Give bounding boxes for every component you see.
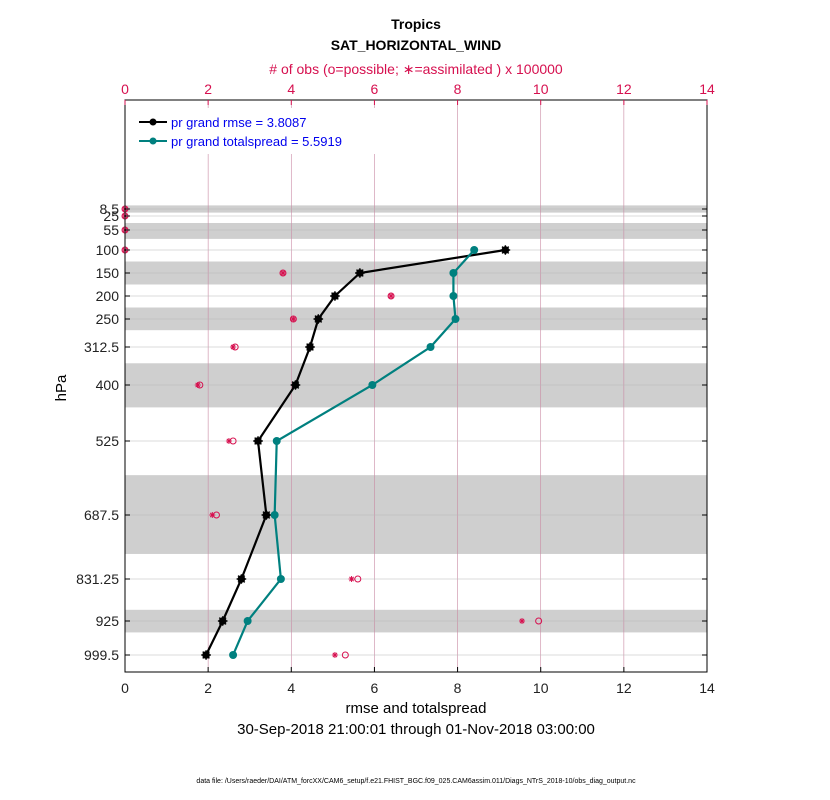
series-point-rmse: [261, 510, 272, 520]
y-tick-label: 525: [96, 433, 120, 449]
top-x-tick-label: 8: [454, 81, 462, 97]
obs-assimilated-marker: [279, 270, 286, 276]
x-tick-label: 4: [287, 680, 295, 696]
point-star: [236, 574, 247, 584]
top-x-tick-label: 2: [204, 81, 212, 97]
point-star: [500, 245, 511, 255]
x-tick-label: 2: [204, 680, 212, 696]
top-x-tick-label: 12: [616, 81, 632, 97]
y-tick-label: 150: [96, 265, 120, 281]
series-point-spread: [449, 269, 458, 277]
obs-assimilated-marker: [348, 576, 355, 582]
shaded-bands: [125, 205, 707, 633]
obs-assimilated-marker: [209, 512, 216, 518]
y-tick-label: 8.5: [100, 201, 120, 217]
point-star: [313, 314, 324, 324]
series-point-spread: [270, 511, 279, 519]
series-point-rmse: [217, 616, 228, 626]
obs-possible-marker: [341, 651, 349, 659]
x-tick-label: 8: [454, 680, 462, 696]
y-tick-label: 831.25: [76, 571, 119, 587]
top-x-tick-label: 4: [287, 81, 295, 97]
series-point-rmse: [313, 314, 324, 324]
chart-title: Tropics: [391, 16, 441, 32]
y-tick-label: 250: [96, 311, 120, 327]
chart-subtitle: SAT_HORIZONTAL_WIND: [331, 37, 502, 53]
x-tick-label: 14: [699, 680, 715, 696]
x-axis-label: rmse and totalspread: [346, 700, 487, 717]
series-point-rmse: [236, 574, 247, 584]
series-point-spread: [449, 292, 458, 300]
legend-label-rmse: pr grand rmse = 3.8087: [171, 115, 307, 130]
series-point-rmse: [305, 342, 315, 352]
x-tick-label: 0: [121, 680, 129, 696]
top-x-tick-label: 14: [699, 81, 715, 97]
obs-assimilated-marker: [388, 293, 395, 299]
series-lines: [201, 245, 511, 660]
series-point-rmse: [500, 245, 511, 255]
point-star: [290, 380, 301, 390]
series-point-rmse: [201, 650, 211, 660]
series-point-rmse: [330, 291, 340, 301]
y-tick-label: 312.5: [84, 339, 119, 355]
series-point-spread: [243, 617, 252, 625]
obs-possible-marker: [354, 575, 362, 583]
y-axis-label: hPa: [53, 374, 70, 401]
obs-assimilated-marker: [194, 382, 201, 388]
series-point-spread: [368, 381, 377, 389]
y-tick-label: 925: [96, 613, 120, 629]
point-star: [253, 436, 263, 446]
top-axis-label: # of obs (o=possible; ∗=assimilated ) x …: [269, 61, 563, 77]
x-tick-label: 6: [371, 680, 379, 696]
point-star: [201, 650, 211, 660]
obs-assimilated-marker: [331, 652, 338, 658]
series-point-spread: [470, 246, 479, 254]
y-tick-label: 999.5: [84, 647, 119, 663]
top-x-tick-label: 10: [533, 81, 549, 97]
obs-assimilated-marker: [225, 438, 232, 444]
series-point-rmse: [355, 268, 365, 278]
point-star: [217, 616, 228, 626]
x-tick-label: 12: [616, 680, 632, 696]
y-tick-label: 687.5: [84, 507, 119, 523]
grid-lines: [125, 100, 707, 672]
legend-marker-rmse: [149, 118, 157, 126]
obs-assimilated-marker: [230, 344, 237, 350]
point-star: [261, 510, 272, 520]
y-tick-label: 25: [103, 208, 119, 224]
series-point-rmse: [253, 436, 263, 446]
series-point-rmse: [290, 380, 301, 390]
y-tick-label: 100: [96, 242, 120, 258]
y-tick-label: 55: [103, 222, 119, 238]
series-point-spread: [451, 315, 460, 323]
top-x-tick-label: 6: [371, 81, 379, 97]
series-point-spread: [276, 575, 285, 583]
obs-possible-marker: [535, 617, 543, 625]
legend-marker-spread: [149, 137, 157, 145]
legend: pr grand rmse = 3.8087 pr grand totalspr…: [131, 108, 375, 154]
y-tick-label: 200: [96, 288, 120, 304]
shaded-band: [125, 475, 707, 554]
point-star: [355, 268, 365, 278]
obs-assimilated-marker: [290, 316, 297, 322]
legend-label-spread: pr grand totalspread = 5.5919: [171, 134, 342, 149]
date-range: 30-Sep-2018 21:00:01 through 01-Nov-2018…: [237, 721, 595, 738]
point-star: [330, 291, 340, 301]
shaded-band: [125, 363, 707, 408]
series-point-spread: [272, 437, 281, 445]
series-point-spread: [229, 651, 238, 659]
y-tick-label: 400: [96, 377, 120, 393]
obs-assimilated-marker: [519, 618, 526, 624]
series-point-spread: [426, 343, 435, 351]
legend-box: [131, 108, 375, 154]
shaded-band: [125, 223, 707, 239]
plot-frame: [124, 99, 708, 673]
point-star: [305, 342, 315, 352]
data-file-footer: data file: /Users/raeder/DAI/ATM_forcXX/…: [196, 778, 636, 785]
top-x-tick-label: 0: [121, 81, 129, 97]
x-tick-label: 10: [533, 680, 549, 696]
